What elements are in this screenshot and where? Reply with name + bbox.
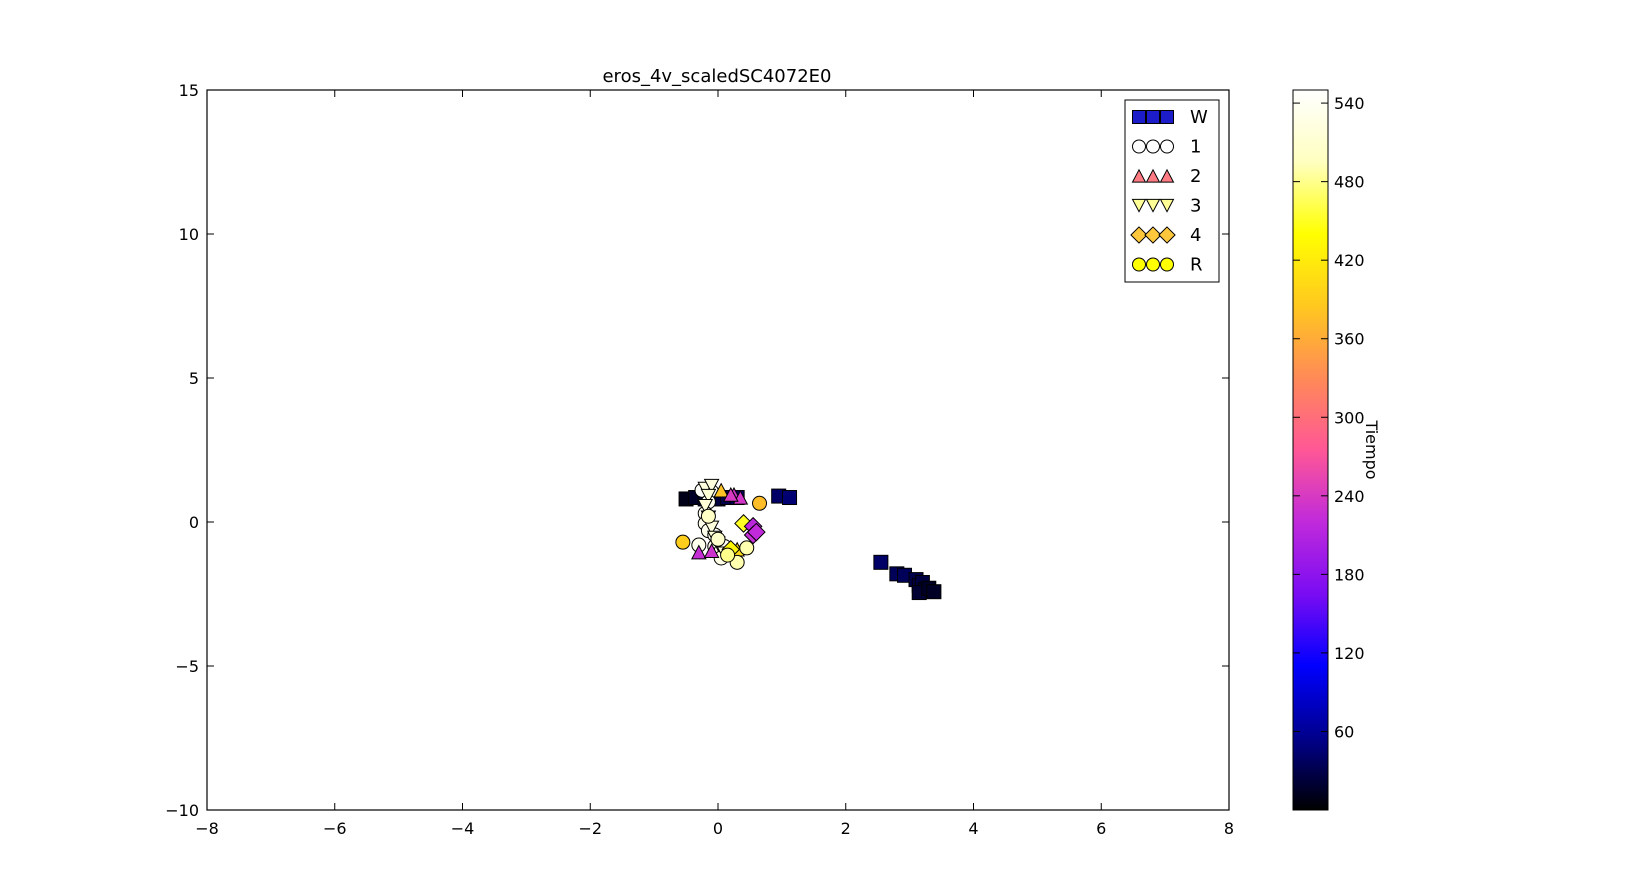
legend-marker — [1130, 226, 1148, 244]
legend-marker — [1160, 139, 1174, 154]
x-tick-label: 6 — [1096, 819, 1106, 838]
legend-entry: 2 — [1131, 166, 1201, 187]
plot-frame — [206, 89, 1230, 811]
data-point-R — [752, 495, 768, 511]
data-point-R — [720, 547, 736, 563]
legend-marker — [1144, 226, 1162, 244]
legend-entry: 1 — [1132, 137, 1201, 158]
legend-label: W — [1190, 107, 1208, 128]
legend-label: 3 — [1190, 196, 1201, 217]
x-tick-label: 0 — [713, 819, 723, 838]
y-tick-label: 10 — [179, 225, 199, 244]
legend-marker — [1146, 110, 1160, 124]
colorbar-tick-label: 360 — [1334, 330, 1365, 349]
legend-label: R — [1190, 255, 1203, 276]
colorbar-tick-label: 540 — [1334, 94, 1365, 113]
data-points — [675, 478, 942, 601]
data-point-3 — [697, 499, 714, 514]
y-tick-label: 5 — [189, 369, 199, 388]
legend-marker — [1158, 226, 1176, 244]
colorbar-tick-label: 120 — [1334, 644, 1365, 663]
legend-entry: 3 — [1131, 196, 1201, 217]
colorbar-tick-label: 420 — [1334, 251, 1365, 270]
colorbar-tick-label: 480 — [1334, 173, 1365, 192]
legend-marker — [1146, 139, 1160, 154]
plot-area: −8 −6 −4 −2 0 2 4 6 8 −10 −5 0 5 10 15 — [165, 81, 1234, 838]
x-tick-label: 2 — [841, 819, 851, 838]
x-tick-label: −6 — [323, 819, 347, 838]
colorbar-tick-label: 60 — [1334, 722, 1354, 741]
legend-entry: R — [1132, 255, 1203, 276]
x-tick-label: 8 — [1224, 819, 1234, 838]
data-point-R — [675, 534, 691, 550]
data-point-R — [710, 531, 726, 547]
y-tick-label: 0 — [189, 513, 199, 532]
legend-marker — [1146, 257, 1160, 272]
data-point-2 — [691, 544, 707, 560]
legend-marker — [1132, 139, 1146, 154]
colorbar-tick-label: 180 — [1334, 565, 1365, 584]
legend-marker — [1132, 110, 1146, 124]
legend-label: 4 — [1190, 225, 1201, 246]
colorbar: 60 120 180 240 300 360 420 480 540 Tiempo — [1292, 89, 1381, 811]
x-tick-label: 4 — [968, 819, 978, 838]
legend-marker — [1145, 198, 1161, 213]
data-point-W — [873, 554, 889, 570]
colorbar-tick-label: 240 — [1334, 487, 1365, 506]
series-R — [675, 495, 768, 570]
colorbar-label: Tiempo — [1362, 419, 1381, 479]
legend-marker — [1131, 168, 1147, 183]
data-point-3 — [703, 478, 720, 494]
legend-marker — [1160, 257, 1174, 272]
legend-marker — [1159, 198, 1175, 213]
data-point-R — [700, 508, 716, 524]
y-tick-label: −10 — [165, 801, 199, 820]
data-point-W — [926, 584, 942, 600]
y-tick-label: 15 — [179, 81, 199, 100]
legend-label: 2 — [1190, 166, 1201, 187]
legend-marker — [1159, 168, 1175, 183]
data-point-3 — [700, 488, 717, 504]
data-point-2 — [703, 543, 720, 558]
data-point-2 — [722, 486, 739, 502]
legend-entry: 4 — [1130, 225, 1201, 246]
y-tick-label: −5 — [175, 657, 199, 676]
colorbar-tick-label: 300 — [1334, 408, 1365, 427]
x-tick-label: −8 — [195, 819, 219, 838]
legend-marker — [1160, 110, 1174, 124]
legend-entry: W — [1132, 107, 1208, 128]
x-tick-label: −4 — [451, 819, 475, 838]
x-tick-label: −2 — [578, 819, 602, 838]
legend-label: 1 — [1190, 137, 1201, 158]
data-point-W — [782, 490, 798, 506]
legend-box — [1124, 99, 1220, 283]
colorbar-bar — [1292, 89, 1329, 811]
chart-title: eros_4v_scaledSC4072E0 — [602, 66, 831, 87]
data-point-4 — [746, 522, 766, 542]
data-point-R — [739, 540, 755, 556]
data-point-2 — [713, 482, 730, 498]
legend-marker — [1132, 257, 1146, 272]
legend-marker — [1145, 168, 1161, 183]
legend-marker — [1131, 198, 1147, 213]
data-point-4 — [734, 514, 753, 533]
legend: W 1 2 3 4 R — [1124, 99, 1220, 283]
